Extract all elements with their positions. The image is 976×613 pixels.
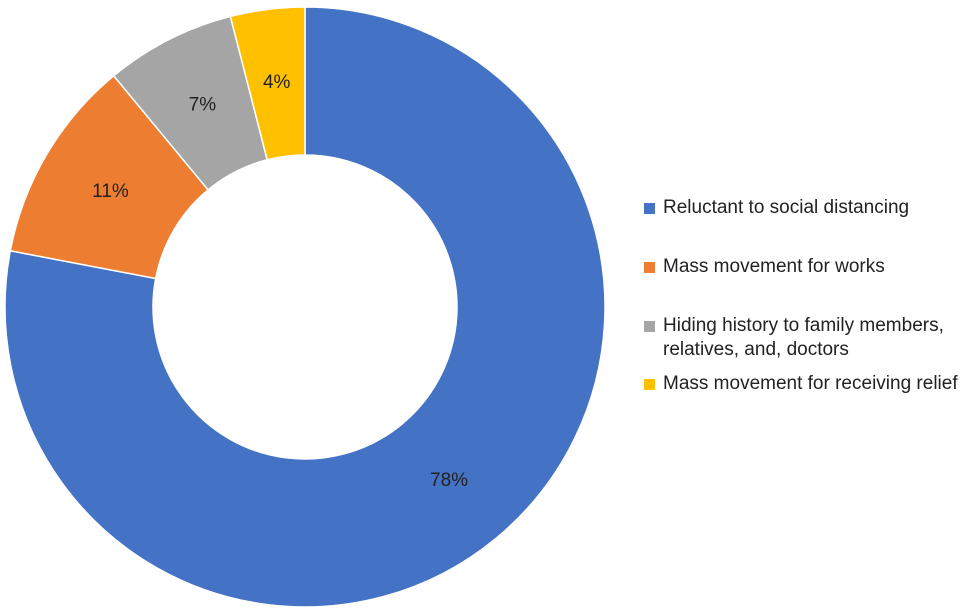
legend-item: Reluctant to social distancing: [644, 196, 974, 220]
legend-swatch: [644, 321, 655, 332]
data-label: 11%: [92, 181, 129, 202]
legend-swatch: [644, 379, 655, 390]
legend-label: Mass movement for receiving relief: [663, 373, 958, 394]
data-label: 78%: [430, 470, 468, 491]
legend-swatch: [644, 203, 655, 214]
legend-label: Hiding history to family members, relati…: [663, 315, 944, 360]
legend-label: Reluctant to social distancing: [663, 197, 910, 218]
legend-item: Mass movement for receiving relief: [644, 372, 974, 396]
legend-item: Mass movement for works: [644, 255, 974, 279]
legend: Reluctant to social distancing Mass movem…: [644, 196, 974, 431]
legend-item: Hiding history to family members, relati…: [644, 314, 974, 362]
legend-swatch: [644, 262, 655, 273]
donut-slice: [4, 6, 606, 608]
legend-label: Mass movement for works: [663, 256, 885, 277]
donut-slice: [229, 6, 306, 161]
data-label: 7%: [189, 95, 217, 116]
data-label: 4%: [263, 72, 291, 93]
